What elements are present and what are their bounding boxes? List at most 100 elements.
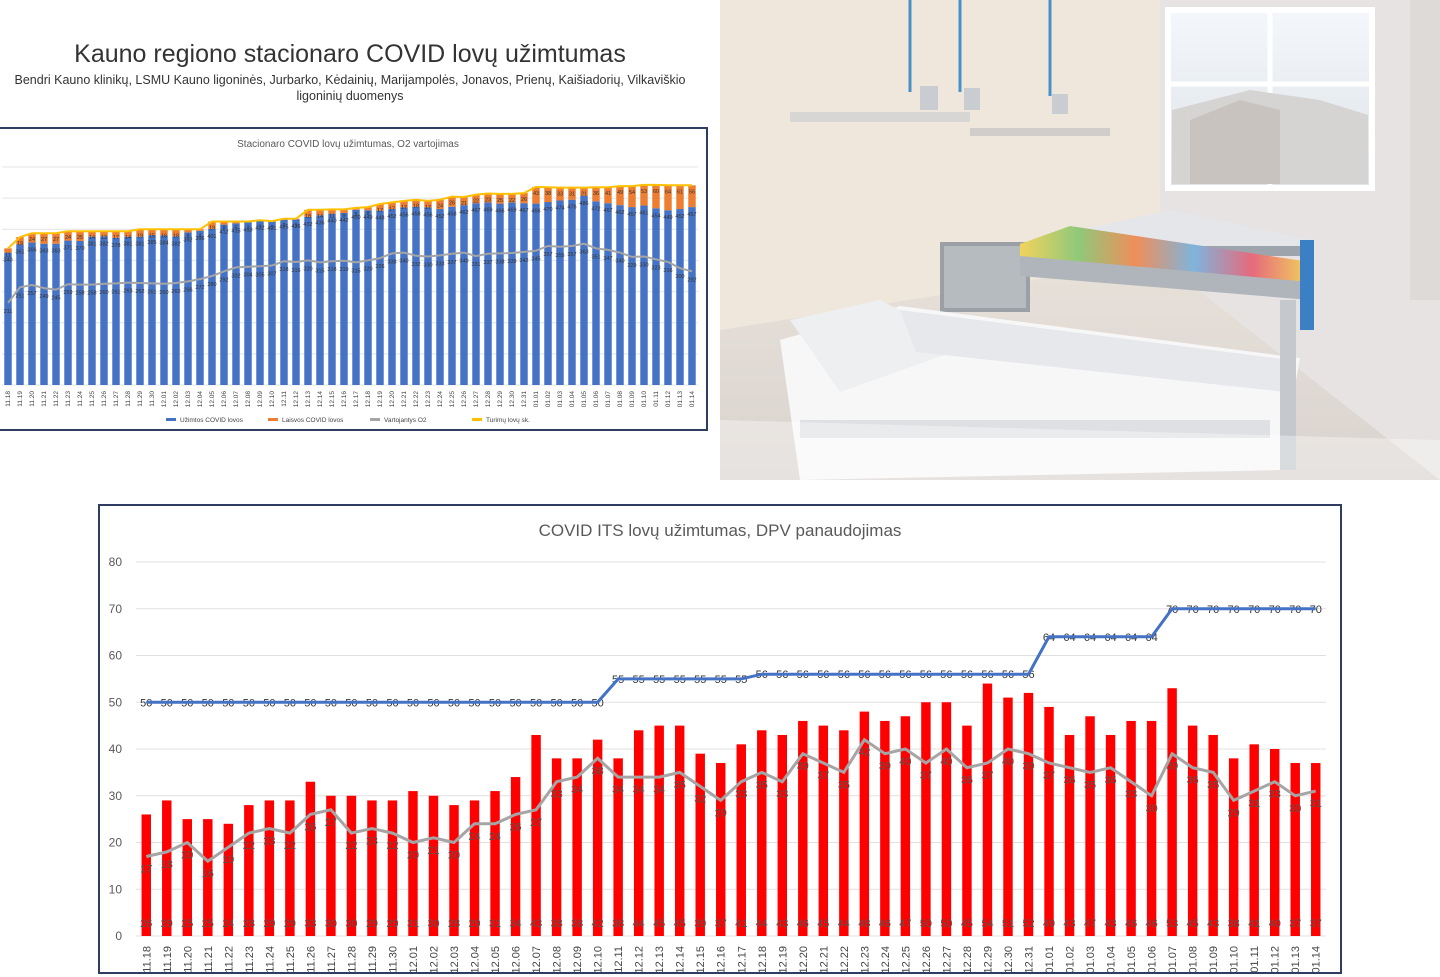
data-label-dpv: 33 bbox=[776, 789, 788, 801]
data-label-dpv: 37 bbox=[920, 770, 932, 782]
x-tick-label: 12.20 bbox=[389, 391, 396, 408]
data-label-its: 29 bbox=[161, 918, 173, 930]
data-label-occupied: 363 bbox=[39, 249, 48, 255]
data-label-o2: 251 bbox=[15, 293, 24, 299]
data-label-dpv: 36 bbox=[961, 775, 973, 787]
x-tick-label: 01.13 bbox=[1290, 946, 1302, 972]
bar-occupied bbox=[40, 244, 47, 385]
data-label-dpv: 36 bbox=[1104, 775, 1116, 787]
x-tick-label: 11.18 bbox=[141, 946, 153, 972]
x-tick-label: 12.24 bbox=[880, 946, 892, 972]
data-label-free: 38 bbox=[545, 191, 551, 197]
data-label-its: 45 bbox=[817, 918, 829, 930]
data-label-its: 52 bbox=[1022, 918, 1034, 930]
bar-occupied bbox=[448, 207, 455, 385]
bar-occupied bbox=[304, 217, 311, 385]
data-label-o2: 345 bbox=[531, 257, 540, 263]
data-label-o2: 304 bbox=[243, 273, 252, 279]
data-label-its: 29 bbox=[468, 918, 480, 930]
x-tick-label: 12.19 bbox=[777, 946, 789, 972]
data-label-its: 46 bbox=[1145, 918, 1157, 930]
data-label-dpv: 21 bbox=[427, 845, 439, 857]
data-label-occupied: 461 bbox=[639, 211, 648, 217]
bar-occupied bbox=[112, 238, 119, 385]
data-label-its: 28 bbox=[448, 918, 460, 930]
data-label-its: 25 bbox=[202, 918, 214, 930]
data-label-occupied: 472 bbox=[591, 206, 600, 212]
bar-its bbox=[429, 796, 438, 936]
data-label-dpv: 17 bbox=[140, 864, 152, 876]
data-label-dpv: 33 bbox=[1125, 789, 1137, 801]
data-label-free: 17 bbox=[377, 208, 383, 214]
x-tick-label: 01.02 bbox=[545, 391, 552, 408]
bar-occupied bbox=[496, 204, 503, 385]
data-label-o2: 307 bbox=[267, 271, 276, 277]
data-label-its: 43 bbox=[1207, 918, 1219, 930]
data-label-its: 50 bbox=[940, 918, 952, 930]
bar-occupied bbox=[76, 241, 83, 385]
data-label-free: 56 bbox=[689, 189, 695, 195]
subtitle-line-1: Bendri Kauno klinikų, LSMU Kauno ligonin… bbox=[0, 72, 700, 88]
x-tick-label: 11.21 bbox=[41, 391, 48, 407]
data-label-occupied: 385 bbox=[147, 240, 156, 246]
data-label-occupied: 401 bbox=[207, 234, 216, 240]
bar-its bbox=[531, 735, 540, 936]
data-label-its: 51 bbox=[1002, 918, 1014, 930]
x-tick-label: 12.01 bbox=[408, 946, 420, 972]
x-tick-label: 12.17 bbox=[736, 946, 748, 972]
data-label-dpv: 24 bbox=[489, 831, 501, 843]
data-label-dpv: 26 bbox=[509, 821, 521, 833]
data-label-o2: 260 bbox=[99, 290, 108, 296]
x-tick-label: 12.12 bbox=[634, 946, 646, 972]
data-label-dpv: 23 bbox=[366, 835, 378, 847]
data-label-o2: 320 bbox=[303, 266, 312, 272]
x-tick-label: 11.20 bbox=[182, 946, 194, 972]
bar-occupied bbox=[196, 231, 203, 385]
data-label-its: 46 bbox=[879, 918, 891, 930]
x-tick-label: 01.07 bbox=[1167, 946, 1179, 972]
data-label-its: 38 bbox=[1228, 918, 1240, 930]
data-label-free: 4 bbox=[198, 233, 201, 239]
data-label-its: 46 bbox=[1125, 918, 1137, 930]
data-label-its: 30 bbox=[345, 918, 357, 930]
x-tick-label: 12.16 bbox=[341, 391, 348, 408]
bar-its bbox=[1270, 749, 1279, 936]
data-label-o2: 249 bbox=[39, 294, 48, 300]
bar-its bbox=[1311, 763, 1320, 936]
x-tick-label: 01.05 bbox=[1126, 946, 1138, 972]
bar-its bbox=[654, 726, 663, 936]
x-tick-label: 01.13 bbox=[677, 391, 684, 408]
bar-occupied bbox=[28, 243, 35, 385]
x-tick-label: 01.01 bbox=[1044, 946, 1056, 972]
data-label-its: 42 bbox=[592, 918, 604, 930]
x-tick-label: 12.07 bbox=[531, 946, 543, 972]
x-tick-label: 12.05 bbox=[209, 391, 216, 408]
bar-occupied bbox=[628, 207, 635, 385]
bar-its bbox=[490, 791, 499, 936]
data-label-its: 47 bbox=[1084, 918, 1096, 930]
data-label-its: 26 bbox=[140, 918, 152, 930]
bar-occupied bbox=[532, 204, 539, 385]
y-tick-label: 10 bbox=[109, 882, 123, 896]
data-label-dpv: 38 bbox=[592, 765, 604, 777]
bar-occupied bbox=[424, 207, 431, 385]
data-label-o2: 318 bbox=[327, 267, 336, 273]
bar-its bbox=[983, 684, 992, 936]
data-label-occupied: 363 bbox=[51, 249, 60, 255]
bar-occupied bbox=[460, 205, 467, 385]
data-label-dpv: 35 bbox=[756, 779, 768, 791]
data-label-occupied: 449 bbox=[663, 215, 672, 221]
data-label-free: 18 bbox=[305, 214, 311, 220]
y-tick-label: 70 bbox=[109, 602, 123, 616]
data-label-dpv: 36 bbox=[1063, 775, 1075, 787]
data-label-dpv: 33 bbox=[1269, 789, 1281, 801]
data-label-free: 21 bbox=[461, 201, 467, 207]
x-tick-label: 12.25 bbox=[449, 391, 456, 408]
hospital-ward-image bbox=[720, 0, 1440, 480]
bar-occupied bbox=[172, 236, 179, 385]
x-tick-label: 01.08 bbox=[1188, 946, 1200, 972]
bar-occupied bbox=[220, 225, 227, 385]
data-label-o2: 316 bbox=[663, 268, 672, 274]
x-tick-label: 12.11 bbox=[613, 946, 625, 972]
y-tick-label: 40 bbox=[109, 742, 123, 756]
